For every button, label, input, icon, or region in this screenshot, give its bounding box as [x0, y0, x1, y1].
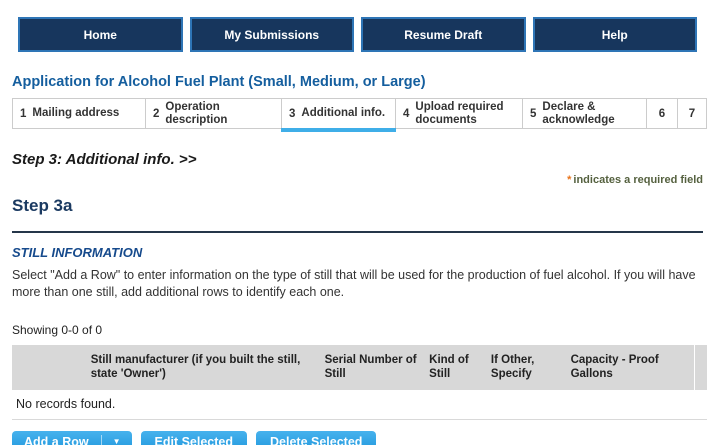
- add-row-dropdown-arrow-icon[interactable]: ▼: [112, 437, 121, 445]
- column-serial-number: Serial Number of Still: [324, 353, 417, 381]
- tab-number: 6: [658, 107, 666, 120]
- column-select: [12, 345, 85, 390]
- nav-resume-draft-button[interactable]: Resume Draft: [361, 17, 526, 52]
- tab-number: 2: [153, 107, 160, 120]
- edit-selected-button[interactable]: Edit Selected: [140, 430, 248, 445]
- substep-heading: Step 3a: [12, 196, 73, 215]
- tab-declare-acknowledge[interactable]: 5 Declare & acknowledge: [523, 98, 647, 129]
- column-capacity: Capacity - Proof Gallons: [570, 353, 659, 381]
- tab-7[interactable]: 7: [678, 98, 707, 129]
- stills-table: Still manufacturer (if you built the sti…: [12, 344, 707, 420]
- step-tabs: 1 Mailing address 2 Operation descriptio…: [12, 98, 707, 132]
- tab-label: Operation description: [165, 101, 228, 126]
- tab-label: Upload required documents: [415, 101, 504, 126]
- tab-number: 3: [289, 107, 296, 120]
- table-actions: Add a Row ▼ Edit Selected Delete Selecte…: [12, 430, 703, 445]
- page-title: Application for Alcohol Fuel Plant (Smal…: [12, 74, 426, 90]
- delete-selected-button[interactable]: Delete Selected: [256, 430, 377, 445]
- required-asterisk: *: [567, 174, 572, 186]
- tab-number: 4: [403, 107, 410, 120]
- tab-number: 1: [20, 107, 27, 120]
- nav-help-button[interactable]: Help: [532, 17, 697, 52]
- tab-number: 7: [688, 107, 696, 120]
- split-divider: [100, 434, 102, 445]
- table-header-row: Still manufacturer (if you built the sti…: [12, 344, 707, 390]
- column-kind-of-still: Kind of Still: [429, 353, 469, 381]
- top-nav: Home My Submissions Resume Draft Help: [18, 17, 697, 52]
- section-description: Select "Add a Row" to enter information …: [12, 268, 696, 299]
- tab-label: Mailing address: [32, 107, 120, 120]
- column-still-manufacturer: Still manufacturer (if you built the sti…: [90, 353, 301, 381]
- tab-upload-documents[interactable]: 4 Upload required documents: [396, 98, 523, 129]
- record-count-text: Showing 0-0 of 0: [12, 322, 103, 337]
- nav-my-submissions-button[interactable]: My Submissions: [189, 17, 354, 52]
- column-spacer: [694, 344, 707, 390]
- section-divider: [12, 231, 703, 233]
- step-heading: Step 3: Additional info. >>: [12, 151, 197, 168]
- required-note-text: indicates a required field: [573, 174, 703, 186]
- tab-additional-info[interactable]: 3 Additional info.: [281, 98, 396, 132]
- required-field-note: * indicates a required field: [0, 174, 703, 186]
- empty-table-message: No records found.: [12, 389, 707, 420]
- add-row-split-button: Add a Row ▼: [12, 430, 132, 445]
- nav-home-button[interactable]: Home: [18, 17, 183, 52]
- column-if-other-specify: If Other, Specify: [490, 353, 535, 381]
- add-row-button[interactable]: Add a Row: [24, 434, 89, 445]
- tab-operation-description[interactable]: 2 Operation description: [146, 98, 282, 129]
- section-title: STILL INFORMATION: [12, 245, 143, 260]
- tab-number: 5: [530, 107, 537, 120]
- tab-label: Declare & acknowledge: [542, 101, 615, 126]
- tab-label: Additional info.: [301, 107, 386, 120]
- tab-6[interactable]: 6: [647, 98, 678, 129]
- tab-mailing-address[interactable]: 1 Mailing address: [12, 98, 146, 129]
